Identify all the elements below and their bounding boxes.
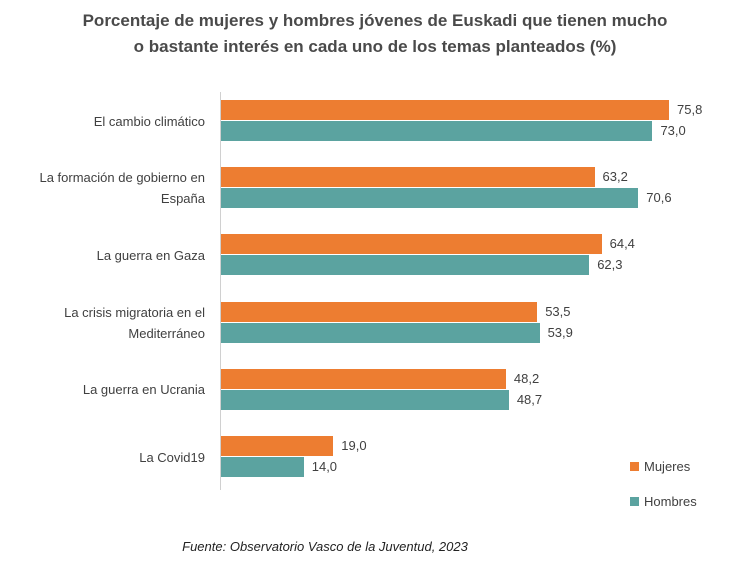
- chart-title-line-2: o bastante interés en cada uno de los te…: [133, 37, 617, 56]
- legend-item-hombres: Hombres: [630, 494, 697, 509]
- bar-mujeres: [221, 100, 669, 120]
- bar-mujeres: [221, 436, 334, 456]
- category-label: El cambio climático: [93, 113, 205, 129]
- category-label: La guerra en Gaza: [96, 247, 205, 263]
- bar-hombres: [221, 121, 653, 141]
- data-label-hombres: 70,6: [646, 190, 672, 206]
- bar-hombres: [221, 457, 304, 477]
- data-label-mujeres: 64,4: [609, 236, 635, 252]
- data-label-hombres: 73,0: [660, 123, 686, 138]
- data-label-hombres: 62,3: [597, 257, 623, 273]
- data-label-hombres: 53,9: [547, 324, 573, 340]
- data-label-hombres: 48,7: [516, 391, 543, 407]
- legend-swatch-mujeres: [630, 462, 639, 471]
- bar-mujeres: [221, 301, 538, 322]
- source-note: Fuente: Observatorio Vasco de la Juventu…: [182, 539, 468, 554]
- legend-swatch-hombres: [630, 497, 639, 506]
- category-label: La Covid19: [139, 449, 205, 465]
- data-label-mujeres: 63,2: [602, 169, 628, 185]
- bar-hombres: [221, 188, 639, 209]
- category-axis-line: [220, 92, 221, 490]
- data-label-mujeres: 48,2: [513, 370, 540, 386]
- category-label: La guerra en Ucrania: [82, 382, 205, 398]
- bar-hombres: [221, 389, 509, 410]
- chart-title-line-1: Porcentaje de mujeres y hombres jóvenes …: [82, 11, 668, 30]
- bar-mujeres: [221, 368, 506, 389]
- bar-mujeres: [221, 167, 595, 188]
- category-label: La crisis migratoria en el Mediterráneo: [64, 304, 205, 341]
- legend-label-hombres: Hombres: [644, 494, 697, 509]
- category-label: La formación de gobierno en España: [39, 170, 205, 207]
- legend-item-mujeres: Mujeres: [630, 459, 690, 474]
- bar-hombres: [221, 255, 590, 276]
- bar-mujeres: [221, 234, 602, 255]
- legend-label-mujeres: Mujeres: [644, 459, 691, 474]
- data-label-hombres: 14,0: [311, 459, 338, 474]
- bar-hombres: [221, 322, 540, 343]
- data-label-mujeres: 53,5: [545, 303, 571, 319]
- data-label-mujeres: 75,8: [677, 102, 703, 117]
- data-label-mujeres: 19,0: [341, 438, 367, 453]
